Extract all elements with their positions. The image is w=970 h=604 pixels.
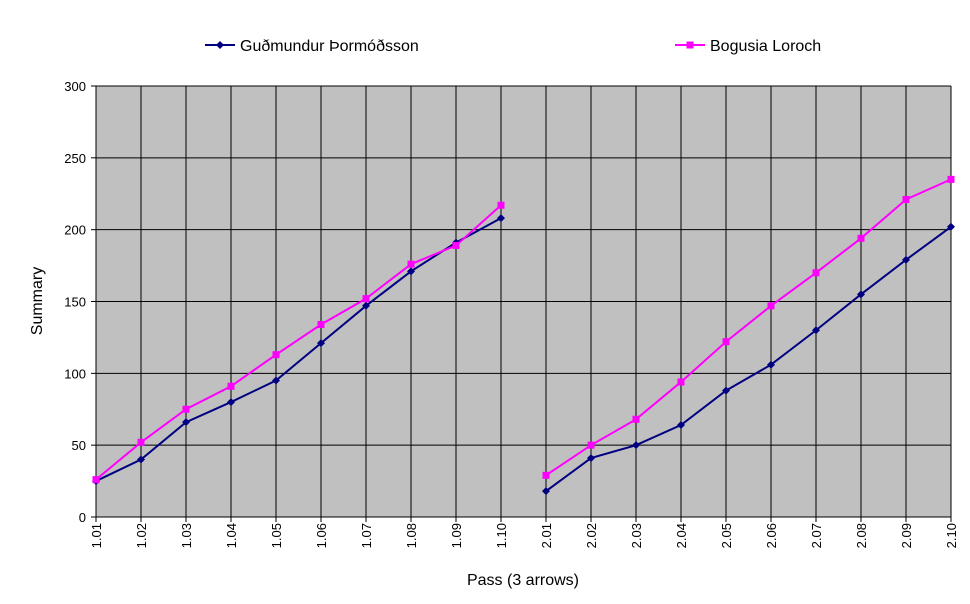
x-tick-label: 1.08 bbox=[404, 523, 419, 548]
point-marker bbox=[362, 301, 370, 310]
point-marker bbox=[182, 405, 190, 413]
point-marker bbox=[902, 195, 910, 203]
x-tick-label: 2.10 bbox=[944, 523, 959, 548]
point-marker bbox=[857, 290, 865, 299]
x-tick-label: 2.01 bbox=[539, 523, 554, 548]
point-marker bbox=[677, 378, 685, 386]
x-tick-label: 2.04 bbox=[674, 523, 689, 548]
point-marker bbox=[362, 295, 370, 303]
point-marker bbox=[227, 382, 235, 390]
point-marker bbox=[542, 471, 550, 479]
point-marker bbox=[767, 360, 775, 369]
x-tick-label: 1.07 bbox=[359, 523, 374, 548]
point-marker bbox=[137, 455, 145, 464]
point-marker bbox=[632, 415, 640, 423]
point-marker bbox=[812, 326, 820, 335]
point-marker bbox=[497, 201, 505, 209]
y-tick-label: 300 bbox=[64, 79, 86, 94]
point-marker bbox=[137, 438, 145, 446]
legend-label: Guðmundur Þormóðsson bbox=[240, 38, 419, 55]
point-marker bbox=[272, 351, 280, 359]
x-tick-label: 2.07 bbox=[809, 523, 824, 548]
point-marker bbox=[497, 214, 505, 223]
point-marker bbox=[317, 320, 325, 328]
point-marker bbox=[686, 41, 694, 49]
x-tick-label: 1.04 bbox=[224, 523, 239, 548]
point-marker bbox=[767, 302, 775, 310]
point-marker bbox=[182, 418, 190, 427]
x-tick-label: 1.10 bbox=[494, 523, 509, 548]
point-marker bbox=[407, 260, 415, 268]
x-tick-label: 2.08 bbox=[854, 523, 869, 548]
x-tick-label: 2.05 bbox=[719, 523, 734, 548]
point-marker bbox=[902, 255, 910, 264]
y-axis-label: Summary bbox=[29, 267, 46, 335]
point-marker bbox=[452, 241, 460, 249]
series-line bbox=[545, 178, 952, 477]
x-tick-label: 1.06 bbox=[314, 523, 329, 548]
x-tick-label: 2.06 bbox=[764, 523, 779, 548]
y-tick-label: 200 bbox=[64, 223, 86, 238]
series-line bbox=[545, 225, 952, 492]
x-tick-label: 2.09 bbox=[899, 523, 914, 548]
series-line bbox=[95, 217, 502, 482]
x-tick-label: 1.01 bbox=[89, 523, 104, 548]
x-axis-label: Pass (3 arrows) bbox=[467, 572, 579, 589]
point-marker bbox=[317, 339, 325, 348]
point-marker bbox=[92, 476, 100, 484]
point-marker bbox=[587, 441, 595, 449]
y-tick-label: 0 bbox=[79, 510, 86, 525]
y-tick-label: 250 bbox=[64, 151, 86, 166]
point-marker bbox=[632, 441, 640, 450]
point-marker bbox=[227, 398, 235, 407]
point-marker bbox=[947, 222, 955, 231]
point-marker bbox=[407, 267, 415, 276]
series-line bbox=[95, 204, 502, 481]
x-tick-label: 1.05 bbox=[269, 523, 284, 548]
point-marker bbox=[542, 487, 550, 496]
point-marker bbox=[722, 386, 730, 395]
y-tick-label: 100 bbox=[64, 366, 86, 381]
point-marker bbox=[677, 421, 685, 430]
x-tick-label: 1.03 bbox=[179, 523, 194, 548]
legend-label: Bogusia Loroch bbox=[710, 38, 821, 55]
y-tick-label: 150 bbox=[64, 295, 86, 310]
point-marker bbox=[216, 41, 224, 49]
y-tick-label: 50 bbox=[72, 438, 86, 453]
point-marker bbox=[947, 175, 955, 183]
x-tick-label: 1.02 bbox=[134, 523, 149, 548]
x-tick-label: 2.03 bbox=[629, 523, 644, 548]
point-marker bbox=[857, 234, 865, 242]
x-tick-label: 2.02 bbox=[584, 523, 599, 548]
point-marker bbox=[587, 454, 595, 463]
point-marker bbox=[272, 376, 280, 385]
point-marker bbox=[812, 269, 820, 277]
x-tick-label: 1.09 bbox=[449, 523, 464, 548]
point-marker bbox=[722, 338, 730, 346]
